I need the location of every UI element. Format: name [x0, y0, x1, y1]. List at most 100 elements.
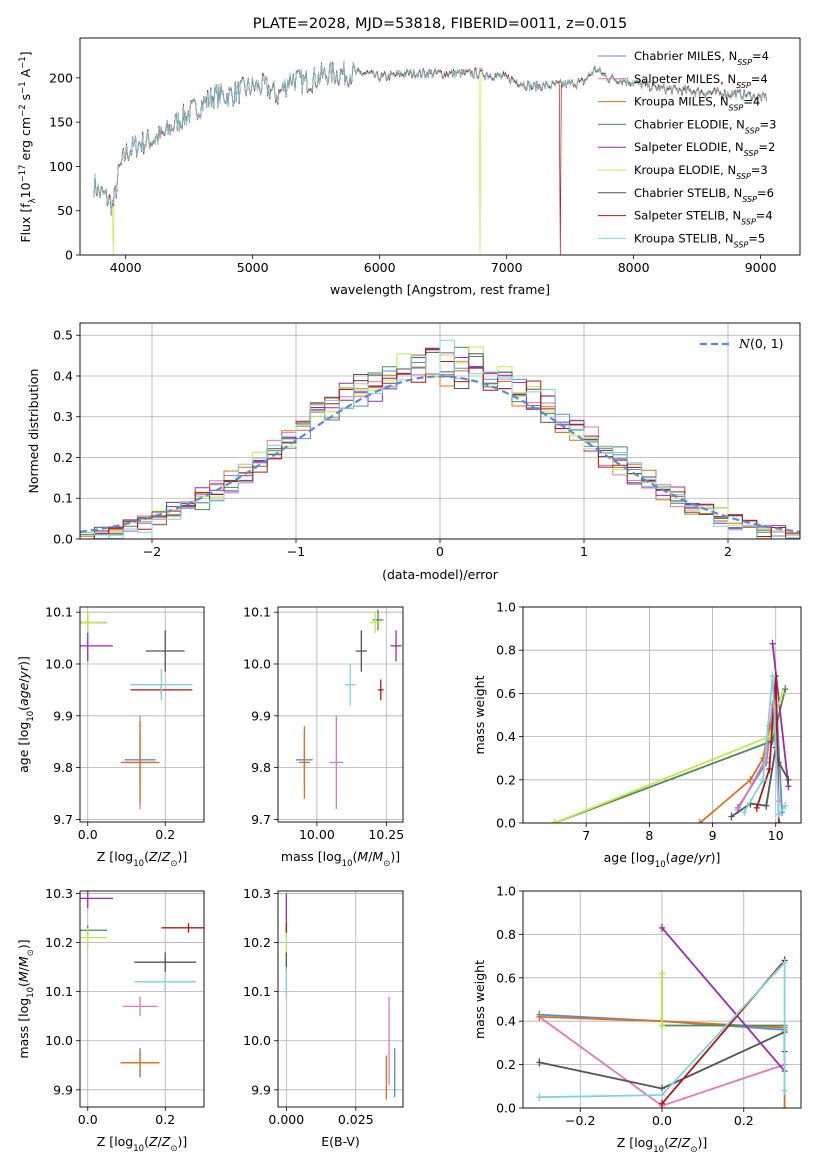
errorbar-kroupa-elodie: [369, 612, 381, 633]
hist-step-kroupa-stelib: [80, 339, 800, 539]
y-tick-label: 9.9: [53, 1082, 73, 1097]
axes-massweight-vs-age: 7 8 9 10 0.0 0.2 0.4 0.6 0.8 1.0: [496, 600, 802, 843]
y-tick-label: 9.9: [251, 1082, 271, 1097]
errorbar-salpeter-elodie: [80, 630, 113, 662]
plot-area-age-vs-Z: [80, 612, 193, 810]
legend-label: Chabrier MILES, NSSP=4: [634, 49, 769, 67]
x-tick-label: 0.0: [652, 1113, 672, 1128]
axes-mass-vs-ebv: 0.000 0.025 9.9 10.0 10.1 10.2 10.3: [243, 886, 404, 1127]
legend-label: Chabrier ELODIE, NSSP=3: [634, 117, 776, 135]
errorbar-salpeter-elodie: [80, 891, 113, 909]
y-tick-label: 10.2: [243, 935, 271, 950]
spectrum-title: PLATE=2028, MJD=53818, FIBERID=0011, z=0…: [253, 16, 627, 32]
y-tick-label: 10.0: [45, 1033, 73, 1048]
y-tick-label: 0.0: [496, 816, 516, 831]
legend-label: Salpeter MILES, NSSP=4: [634, 72, 768, 90]
axes-frame: [522, 890, 802, 1109]
gaussian-curve: [80, 375, 800, 533]
weight-series-chabrier-elodie: [551, 685, 789, 823]
errorbar-chabrier-stelib: [355, 630, 367, 672]
x-tick-label: 10.00: [299, 827, 335, 842]
plot-area-residuals: [80, 339, 800, 539]
legend-label: Kroupa MILES, NSSP=4: [634, 95, 760, 113]
x-tick-label: 8000: [618, 260, 650, 275]
errorbar-kroupa-stelib: [344, 663, 356, 706]
axes-frame: [277, 890, 404, 1108]
y-tick-label: 10.3: [243, 886, 271, 901]
massweight-vs-Z-xlabel: Z [log10(Z/Z⊙)]: [617, 1135, 707, 1155]
y-tick-label: 1.0: [496, 600, 516, 615]
y-tick-label: 9.8: [53, 760, 73, 775]
legend-label: Chabrier STELIB, NSSP=6: [634, 186, 774, 204]
y-tick-label: 0.6: [496, 686, 516, 701]
x-tick-label: 0.2: [734, 1113, 754, 1128]
y-tick-label: 0.4: [496, 729, 516, 744]
x-tick-label: 1: [580, 544, 588, 559]
y-tick-label: 9.8: [251, 760, 271, 775]
y-tick-label: 0.2: [53, 450, 73, 465]
weight-line: [539, 960, 786, 1099]
y-tick-label: 0.1: [53, 491, 73, 506]
y-tick-label: 0.4: [53, 368, 73, 383]
x-tick-label: 0: [436, 544, 444, 559]
y-tick-label: 10.1: [243, 984, 271, 999]
x-tick-label: 0.2: [155, 827, 175, 842]
y-tick-label: 10.3: [45, 886, 73, 901]
y-tick-label: 0.0: [496, 1101, 516, 1116]
age-vs-mass-xlabel: mass [log10(M/M⊙)]: [281, 849, 400, 869]
plot-area-massweight-vs-Z: [536, 923, 788, 1108]
weight-line: [661, 927, 786, 1072]
x-tick-label: 5000: [237, 260, 269, 275]
errorbar-salpeter-miles: [329, 715, 344, 810]
axes-frame: [277, 606, 404, 823]
x-tick-label: 6000: [364, 260, 396, 275]
x-tick-label: 0.2: [155, 1112, 175, 1127]
axes-frame: [79, 37, 801, 256]
x-tick-label: 10.25: [368, 827, 404, 842]
y-tick-label: 10.1: [243, 605, 271, 620]
axes-age-vs-Z: 0.0 0.2 9.7 9.8 9.9 10.0 10.1: [45, 605, 205, 842]
errorbar-kroupa-elodie: [80, 927, 108, 948]
y-tick-label: 100: [49, 159, 73, 174]
spectrum-legend: Chabrier MILES, NSSP=4 Salpeter MILES, NS…: [598, 49, 776, 249]
legend-label: Salpeter STELIB, NSSP=4: [634, 209, 773, 227]
plot-area-mass-vs-Z: [80, 891, 204, 1078]
spectrum-line-kroupa-stelib: [93, 60, 767, 216]
y-tick-label: 9.7: [53, 812, 73, 827]
x-tick-label: 0.000: [268, 1112, 304, 1127]
y-tick-label: 0.4: [496, 1014, 516, 1029]
axes-frame: [79, 322, 801, 540]
y-tick-label: 50: [57, 203, 73, 218]
y-tick-label: 0.0: [53, 532, 73, 547]
plot-area-age-vs-mass: [296, 609, 402, 810]
axes-spectrum: 4000 5000 6000 7000 8000 9000 0 50 100 150 200: [49, 37, 801, 275]
age-vs-Z-ylabel: age [log10(age/yr)]: [16, 656, 36, 773]
errorbar-kroupa-stelib: [130, 669, 193, 701]
errorbar-salpeter-elodie: [390, 630, 402, 662]
y-tick-label: 200: [49, 70, 73, 85]
age-vs-Z-xlabel: Z [log10(Z/Z⊙)]: [97, 849, 187, 869]
x-tick-label: 4000: [110, 260, 142, 275]
y-tick-label: 0.2: [496, 1057, 516, 1072]
massweight-vs-age-ylabel: mass weight: [472, 675, 487, 754]
x-tick-label: −2: [143, 544, 161, 559]
y-tick-label: 0.3: [53, 409, 73, 424]
y-tick-label: 0.8: [496, 643, 516, 658]
x-tick-label: 0.025: [338, 1112, 374, 1127]
errorbar-chabrier-stelib: [145, 630, 185, 672]
plot-area-spectrum: [93, 60, 767, 255]
y-tick-label: 10.1: [45, 984, 73, 999]
errorbar-kroupa-miles: [120, 1050, 160, 1076]
x-tick-label: 10: [768, 828, 784, 843]
legend-label: Kroupa ELODIE, NSSP=3: [634, 163, 768, 181]
x-tick-label: 7: [582, 828, 590, 843]
massweight-vs-Z-ylabel: mass weight: [472, 960, 487, 1039]
x-tick-label: 8: [645, 828, 653, 843]
x-tick-label: 9000: [745, 260, 777, 275]
y-tick-label: 0: [65, 248, 73, 263]
y-tick-label: 9.9: [251, 708, 271, 723]
y-tick-label: 10.0: [243, 656, 271, 671]
spectrum-ylabel: Flux [fλ10−17 erg cm−2 s−1 A−1]: [18, 51, 38, 242]
legend-label: Salpeter ELODIE, NSSP=2: [634, 140, 775, 158]
residuals-ylabel: Normed distribution: [26, 369, 41, 494]
